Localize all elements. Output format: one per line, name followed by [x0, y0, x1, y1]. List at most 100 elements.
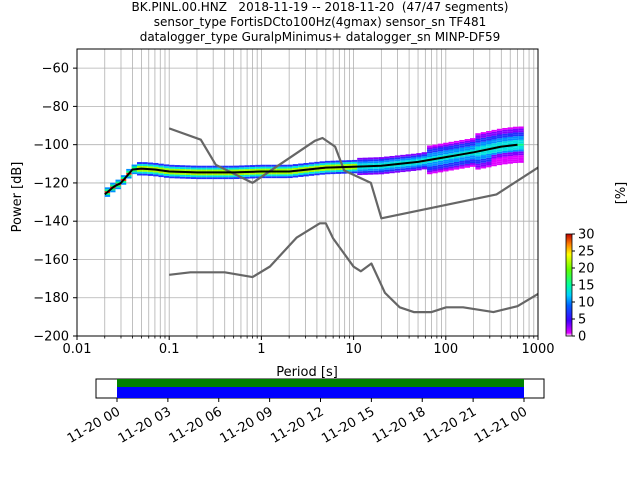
- heatmap-cell: [174, 174, 180, 177]
- heatmap-cell: [389, 167, 395, 170]
- heatmap-cell: [432, 165, 438, 168]
- heatmap-cell: [443, 154, 449, 157]
- heatmap-cell: [324, 164, 331, 167]
- heatmap-cell: [367, 163, 374, 166]
- heatmap-cell: [239, 175, 245, 177]
- heatmap-cell: [448, 162, 454, 165]
- heatmap-cell: [400, 166, 406, 169]
- heatmap-cell: [491, 152, 497, 155]
- heatmap-cell: [314, 163, 320, 166]
- heatmap-cell: [480, 153, 487, 156]
- heatmap-cell: [470, 162, 476, 165]
- heatmap-cell: [185, 165, 191, 168]
- heatmap-cell: [470, 140, 476, 142]
- heatmap-cell: [518, 126, 524, 129]
- heatmap-cell: [502, 139, 508, 142]
- heatmap-cell: [389, 155, 395, 158]
- y-tick-label: −180: [33, 291, 69, 306]
- heatmap-cell: [443, 167, 449, 170]
- heatmap-cell: [443, 146, 449, 149]
- heatmap-cell: [142, 162, 148, 165]
- heatmap-cell: [464, 156, 471, 159]
- heatmap-cell: [427, 164, 433, 167]
- heatmap-cell: [276, 166, 283, 169]
- heatmap-cell: [480, 158, 487, 161]
- heatmap-cell: [185, 176, 191, 179]
- heatmap-cell: [319, 172, 325, 175]
- heatmap-cell: [432, 159, 438, 162]
- heatmap-cell: [475, 138, 481, 141]
- heatmap-cell: [496, 155, 503, 158]
- title-line-2: sensor_type FortisDCto100Hz(4gmax) senso…: [153, 15, 487, 29]
- heatmap-cell: [486, 152, 492, 154]
- heatmap-cell: [496, 144, 503, 146]
- heatmap-cell: [394, 164, 401, 167]
- heatmap-cell: [486, 165, 492, 168]
- heatmap-cell: [486, 159, 492, 162]
- heatmap-cell: [480, 160, 487, 163]
- heatmap-cell: [357, 169, 363, 172]
- heatmap-cell: [491, 154, 497, 157]
- heatmap-cell: [480, 132, 487, 135]
- heatmap-cell: [357, 163, 363, 166]
- heatmap-cell: [410, 159, 417, 162]
- heatmap-cell: [459, 141, 465, 144]
- heatmap-cell: [470, 143, 476, 146]
- heatmap-cell: [389, 171, 395, 174]
- heatmap-cell: [512, 136, 519, 139]
- heatmap-cell: [104, 189, 111, 192]
- heatmap-cell: [110, 188, 116, 191]
- heatmap-cell: [346, 169, 352, 172]
- time-tick-label: 11-20 09: [218, 404, 276, 446]
- heatmap-cell: [475, 140, 481, 143]
- heatmap-cell: [480, 155, 487, 157]
- heatmap-cell: [142, 164, 148, 166]
- heatmap-cell: [212, 173, 218, 176]
- heatmap-cell: [400, 170, 406, 173]
- heatmap-cell: [362, 161, 368, 164]
- heatmap-cell: [507, 136, 513, 139]
- heatmap-cell: [437, 149, 444, 152]
- time-tick-label: 11-20 03: [116, 404, 174, 446]
- heatmap-cell: [233, 177, 240, 180]
- heatmap-cell: [475, 161, 481, 164]
- heatmap-cell: [486, 155, 492, 158]
- heatmap-cell: [496, 153, 503, 156]
- heatmap-cell: [400, 154, 406, 157]
- heatmap-cell: [496, 130, 503, 133]
- heatmap-cell: [459, 139, 465, 142]
- heatmap-cell: [427, 160, 433, 163]
- heatmap-cell: [265, 174, 272, 177]
- heatmap-cell: [448, 160, 454, 163]
- heatmap-cell: [480, 164, 487, 167]
- heatmap-cell: [163, 173, 170, 176]
- heatmap-cell: [421, 167, 428, 170]
- heatmap-cell: [153, 166, 159, 169]
- heatmap-cell: [179, 165, 186, 168]
- heatmap-cell: [335, 168, 342, 171]
- heatmap-cell: [308, 166, 315, 169]
- heatmap-cell: [486, 163, 492, 166]
- heatmap-cell: [432, 171, 438, 174]
- heatmap-cell: [464, 158, 471, 161]
- y-tick-label: −100: [33, 138, 69, 153]
- heatmap-cell: [115, 187, 121, 190]
- heatmap-cell: [212, 165, 218, 168]
- heatmap-cell: [405, 154, 411, 157]
- heatmap-cell: [448, 149, 454, 152]
- heatmap-cell: [104, 194, 111, 197]
- heatmap-cell: [475, 154, 481, 157]
- heatmap-cell: [367, 167, 374, 169]
- heatmap-cell: [308, 162, 315, 165]
- heatmap-cell: [228, 175, 234, 178]
- heatmap-cell: [314, 169, 320, 172]
- heatmap-cell: [518, 141, 524, 144]
- heatmap-cell: [459, 157, 465, 160]
- coverage-green-segment: [117, 379, 524, 387]
- heatmap-cell: [147, 174, 154, 176]
- heatmap-cell: [421, 163, 428, 166]
- heatmap-cell: [518, 139, 524, 142]
- heatmap-cell: [480, 147, 487, 150]
- heatmap-cell: [179, 176, 186, 179]
